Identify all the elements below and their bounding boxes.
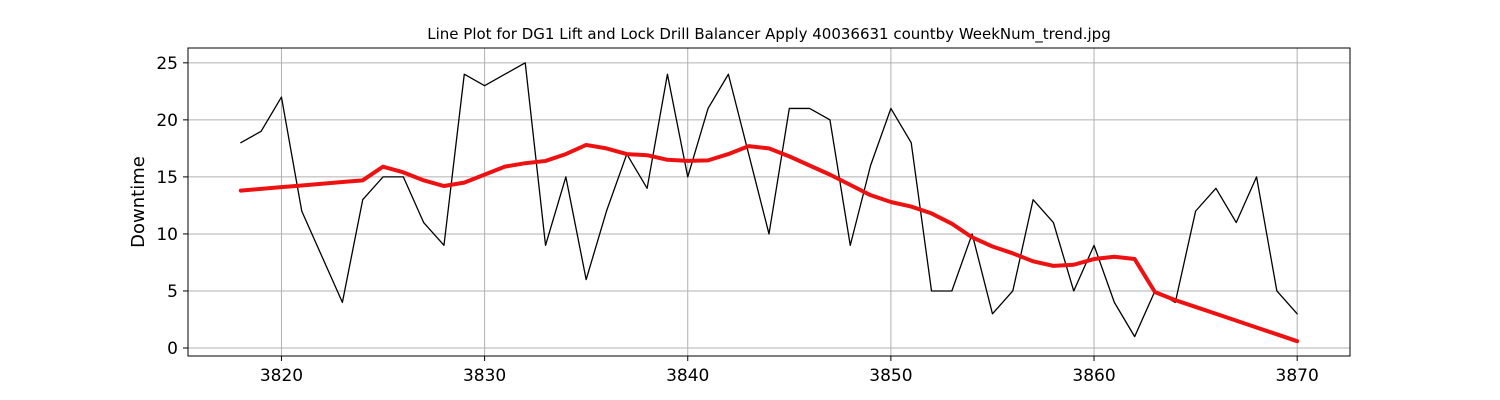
- y-tick-label: 0: [167, 339, 178, 359]
- series-lines: [238, 62, 1300, 344]
- plot-frame: [187, 47, 1351, 357]
- x-tick-label: 3830: [463, 366, 506, 386]
- y-tick-label: 20: [156, 111, 178, 131]
- x-tick-label: 3870: [1276, 366, 1319, 386]
- y-tick-label: 5: [167, 282, 178, 302]
- x-tick-label: 3850: [869, 366, 912, 386]
- y-tick-label: 25: [156, 54, 178, 74]
- axis-ticks: 3820 3830 3840 3850 3860 3870 0 5 10 15 20 25: [156, 54, 1318, 386]
- chart-title: Line Plot for DG1 Lift and Lock Drill Ba…: [427, 25, 1110, 44]
- y-tick-label: 10: [156, 225, 178, 245]
- downtime-series-line: [240, 62, 1298, 338]
- y-axis-label: Downtime: [128, 156, 149, 248]
- x-tick-label: 3860: [1072, 366, 1115, 386]
- trend-series-line: [238, 142, 1300, 344]
- x-tick-label: 3820: [260, 366, 303, 386]
- y-tick-label: 15: [156, 168, 178, 188]
- x-tick-label: 3840: [666, 366, 709, 386]
